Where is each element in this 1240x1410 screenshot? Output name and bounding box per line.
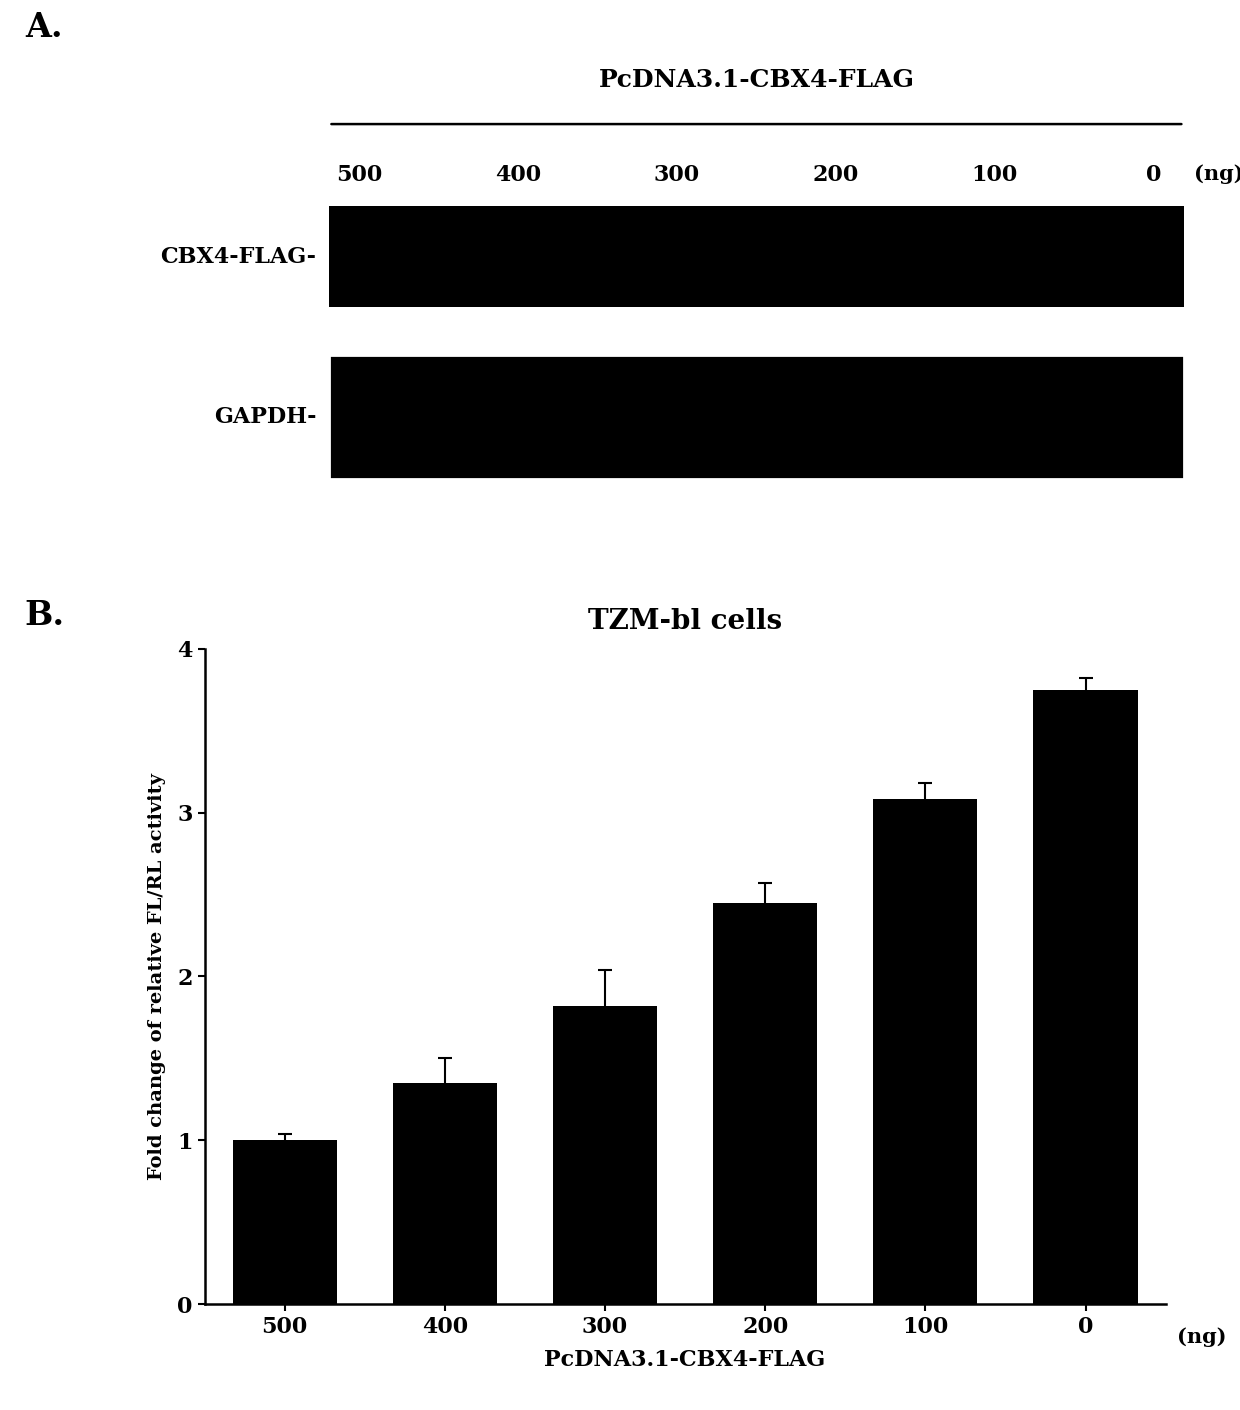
Title: TZM-bl cells: TZM-bl cells: [588, 608, 782, 635]
Text: (ng): (ng): [1194, 164, 1240, 183]
Bar: [329, 206, 1184, 307]
Bar: [553, 1005, 657, 1304]
Text: (ng): (ng): [1177, 1327, 1226, 1347]
Bar: [873, 799, 977, 1304]
Text: GAPDH-: GAPDH-: [213, 406, 316, 429]
Bar: [393, 1083, 497, 1304]
X-axis label: PcDNA3.1-CBX4-FLAG: PcDNA3.1-CBX4-FLAG: [544, 1349, 826, 1371]
Y-axis label: Fold change of relative FL/RL activity: Fold change of relative FL/RL activity: [149, 773, 166, 1180]
Bar: [329, 355, 1184, 479]
Text: 400: 400: [495, 164, 542, 186]
Text: 300: 300: [653, 164, 701, 186]
Text: 200: 200: [812, 164, 859, 186]
Bar: [713, 902, 817, 1304]
Text: 0: 0: [1146, 164, 1161, 186]
Bar: [233, 1141, 337, 1304]
Bar: [1033, 689, 1137, 1304]
Text: A.: A.: [25, 11, 62, 44]
Text: 100: 100: [971, 164, 1018, 186]
Text: PcDNA3.1-CBX4-FLAG: PcDNA3.1-CBX4-FLAG: [599, 68, 914, 92]
Text: CBX4-FLAG-: CBX4-FLAG-: [160, 245, 316, 268]
Text: 500: 500: [336, 164, 383, 186]
Text: B.: B.: [25, 599, 64, 632]
